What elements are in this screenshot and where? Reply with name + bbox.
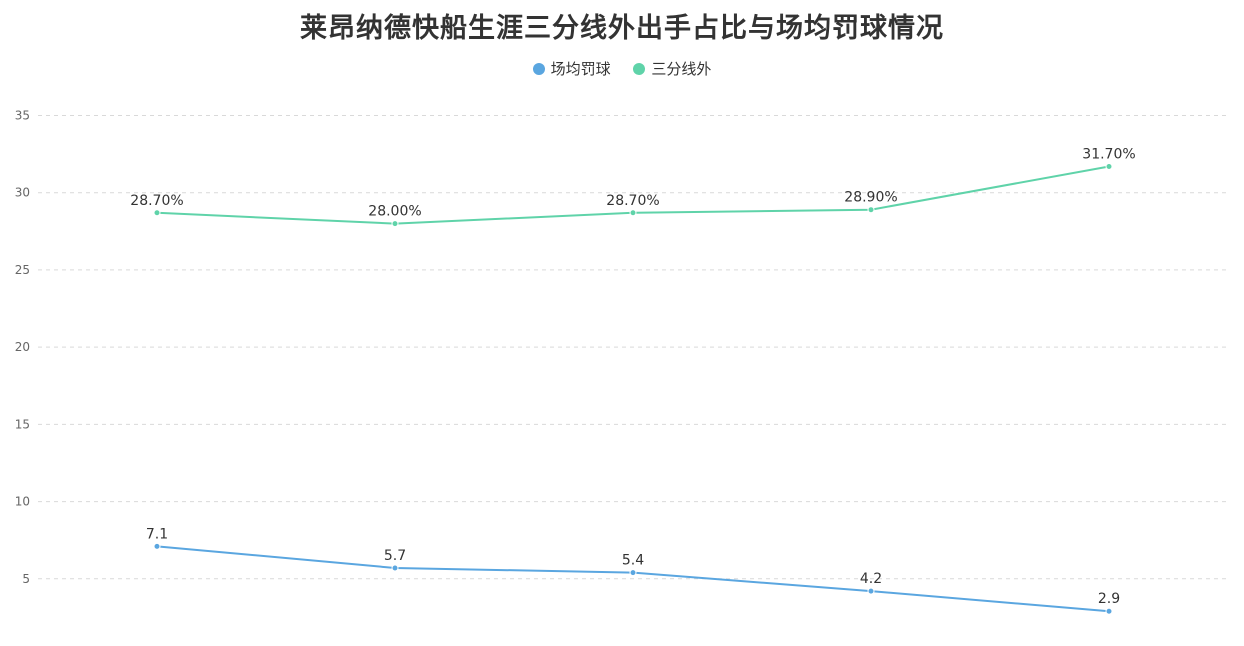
- data-label: 28.90%: [844, 190, 897, 206]
- chart-title: 莱昂纳德快船生涯三分线外出手占比与场均罚球情况: [300, 13, 944, 44]
- data-point: [1105, 162, 1113, 170]
- data-label: 28.70%: [130, 193, 183, 209]
- legend-marker-free-throws: [532, 62, 545, 75]
- y-tick-label: 15: [15, 417, 30, 431]
- legend: 场均罚球 三分线外: [0, 58, 1244, 79]
- data-point: [629, 209, 637, 217]
- data-point: [153, 209, 161, 217]
- data-label: 4.2: [860, 571, 882, 587]
- legend-marker-three-point: [633, 62, 646, 75]
- data-point: [153, 542, 161, 550]
- legend-item-free-throws[interactable]: 场均罚球: [532, 58, 611, 79]
- data-label: 7.1: [146, 526, 168, 542]
- data-label: 5.4: [622, 553, 644, 569]
- data-point: [867, 206, 875, 214]
- data-label: 5.7: [384, 548, 406, 564]
- data-point: [391, 220, 399, 228]
- legend-item-three-point[interactable]: 三分线外: [633, 58, 711, 79]
- data-point: [1105, 607, 1113, 615]
- data-label: 31.70%: [1082, 146, 1135, 162]
- y-tick-label: 10: [15, 495, 30, 509]
- data-label: 28.70%: [606, 193, 659, 209]
- data-point: [629, 569, 637, 577]
- legend-label-free-throws: 场均罚球: [550, 60, 611, 78]
- data-label: 28.00%: [368, 204, 421, 220]
- y-tick-label: 30: [15, 186, 30, 200]
- y-tick-label: 5: [22, 572, 30, 586]
- data-point: [391, 564, 399, 572]
- y-tick-label: 25: [15, 263, 30, 277]
- y-tick-label: 20: [15, 340, 30, 354]
- legend-label-three-point: 三分线外: [651, 60, 712, 78]
- data-label: 2.9: [1098, 591, 1120, 607]
- data-point: [867, 587, 875, 595]
- y-tick-label: 35: [15, 109, 30, 123]
